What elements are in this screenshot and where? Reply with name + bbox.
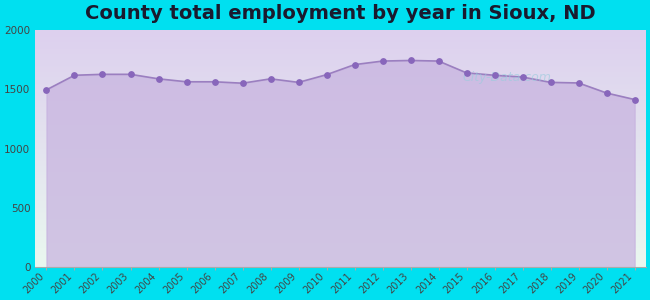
Point xyxy=(98,72,108,77)
Point xyxy=(406,58,416,63)
Point xyxy=(237,81,248,85)
Point xyxy=(462,70,472,75)
Point xyxy=(629,97,640,102)
Point xyxy=(181,80,192,84)
Point xyxy=(517,75,528,80)
Point xyxy=(42,87,52,92)
Point xyxy=(378,59,388,64)
Title: County total employment by year in Sioux, ND: County total employment by year in Sioux… xyxy=(85,4,596,23)
Point xyxy=(349,62,359,67)
Point xyxy=(209,80,220,84)
Point xyxy=(293,80,304,85)
Point xyxy=(545,80,556,85)
Point xyxy=(321,72,332,77)
Point xyxy=(153,76,164,81)
Point xyxy=(265,76,276,81)
Point xyxy=(125,72,136,77)
Point xyxy=(70,73,80,78)
Point xyxy=(434,59,444,64)
Text: City-Data.com: City-Data.com xyxy=(463,71,552,84)
Point xyxy=(573,81,584,85)
Point xyxy=(601,91,612,95)
Point xyxy=(489,73,500,78)
